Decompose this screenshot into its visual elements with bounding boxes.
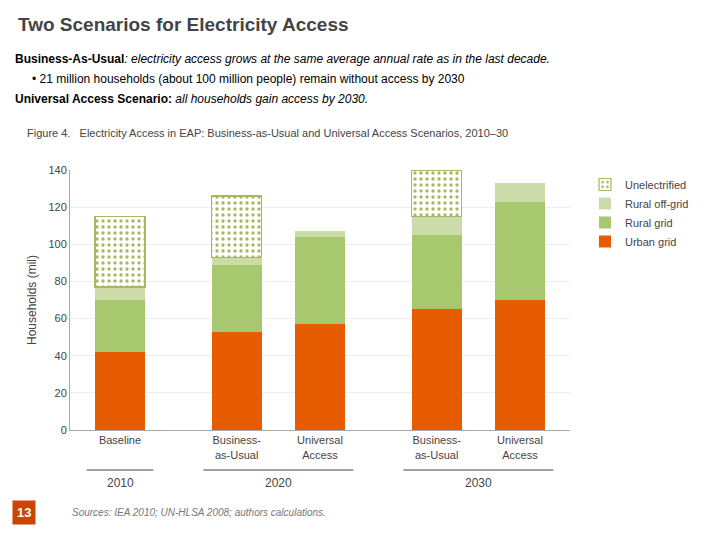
svg-text:100: 100 [48, 238, 66, 250]
svg-text:UniversalAccess: UniversalAccess [497, 434, 543, 460]
svg-text:Two Scenarios for Electricity: Two Scenarios for Electricity Access [18, 14, 349, 35]
svg-text:Business-as-Usual: Business-as-Usual [213, 434, 262, 460]
svg-text:2020: 2020 [265, 476, 292, 490]
svg-text:Baseline: Baseline [99, 434, 141, 446]
svg-text:Households (mil): Households (mil) [25, 255, 39, 345]
svg-text:Rural grid: Rural grid [625, 217, 673, 229]
svg-text:0: 0 [61, 424, 67, 436]
svg-text:20: 20 [55, 387, 67, 399]
svg-text:Figure 4. Electricity Access: Figure 4. Electricity Access in EAP: Bus… [27, 127, 508, 139]
svg-text:Business-As-Usual: electricity: Business-As-Usual: electricity access gr… [15, 52, 550, 66]
svg-text:Business-as-Usual: Business-as-Usual [413, 434, 462, 460]
svg-text:40: 40 [55, 350, 67, 362]
svg-text:Rural off-grid: Rural off-grid [625, 198, 688, 210]
svg-text:Sources: IEA 2010; UN-HLSA 200: Sources: IEA 2010; UN-HLSA 2008; authors… [72, 507, 326, 518]
svg-text:60: 60 [55, 312, 67, 324]
svg-text:Universal Access Scenario: all: Universal Access Scenario: all household… [15, 92, 368, 106]
svg-text:13: 13 [17, 505, 31, 520]
svg-text:UniversalAccess: UniversalAccess [297, 434, 343, 460]
svg-text:2010: 2010 [107, 476, 134, 490]
svg-text:Unelectrified: Unelectrified [625, 179, 686, 191]
svg-text:• 21 million households (about: • 21 million households (about 100 milli… [32, 72, 465, 86]
svg-text:Urban grid: Urban grid [625, 236, 676, 248]
svg-text:2030: 2030 [465, 476, 492, 490]
svg-text:120: 120 [48, 201, 66, 213]
svg-text:140: 140 [48, 164, 66, 176]
svg-text:80: 80 [55, 275, 67, 287]
